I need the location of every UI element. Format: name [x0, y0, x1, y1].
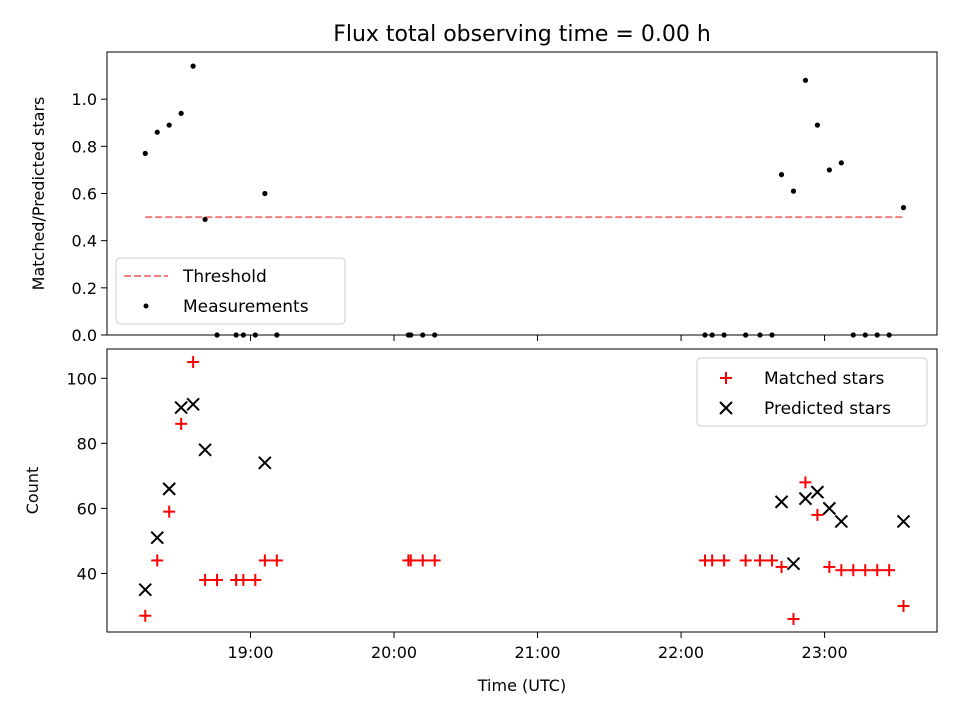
- bottom-x-axis-label: Time (UTC): [477, 676, 566, 695]
- measurement-point: [142, 150, 148, 157]
- matched-stars-point: [799, 476, 812, 489]
- measurement-point: [202, 216, 208, 223]
- bottom-y-tick-label: 80: [77, 434, 97, 453]
- bottom-legend: Matched stars Predicted stars: [696, 357, 928, 427]
- matched-stars-point: [416, 554, 429, 567]
- matched-stars-point: [163, 505, 176, 518]
- matched-stars-point: [187, 356, 200, 369]
- matched-stars-point: [787, 612, 800, 625]
- predicted-stars-point: [186, 397, 200, 412]
- matched-stars-point: [211, 573, 224, 586]
- top-plot-frame: [106, 51, 938, 336]
- predicted-stars-point: [774, 495, 789, 509]
- predicted-stars-point: [258, 456, 272, 470]
- measurement-point: [790, 188, 797, 194]
- legend-predicted-swatch: [719, 401, 733, 415]
- bottom-y-axis: 40 60 80 100: [66, 369, 107, 583]
- measurement-point: [262, 190, 268, 197]
- matched-stars-point: [871, 564, 884, 577]
- matched-stars-point: [139, 609, 152, 622]
- top-panel: Flux total observing time = 0.00 h 0.00.…: [29, 22, 938, 345]
- predicted-stars-point: [798, 491, 813, 506]
- matched-stars-point: [706, 554, 719, 567]
- predicted-stars-point: [822, 501, 837, 516]
- measurement-point: [178, 110, 184, 116]
- matched-stars-point: [249, 573, 262, 586]
- bottom-y-tick-label: 60: [77, 499, 97, 518]
- legend-predicted-label: Predicted stars: [764, 399, 891, 419]
- predicted-stars-point: [162, 482, 176, 496]
- matched-stars-point: [859, 564, 872, 577]
- predicted-stars-point: [150, 530, 164, 545]
- bottom-x-tick-label: 23:00: [802, 643, 848, 662]
- predicted-stars-point: [896, 514, 911, 529]
- bottom-y-axis-label: Count: [23, 467, 42, 515]
- top-y-axis: 0.0 0.2 0.4 0.6 0.8 1.0: [72, 90, 107, 345]
- bottom-y-tick-label: 40: [77, 564, 97, 583]
- matched-stars-point: [258, 554, 271, 567]
- matched-stars-point: [739, 554, 752, 567]
- bottom-x-tick-label: 20:00: [371, 643, 417, 662]
- legend-measurements-swatch: [143, 303, 149, 309]
- matched-stars-point: [823, 560, 836, 573]
- predicted-stars-point: [174, 400, 188, 415]
- measurement-point: [838, 160, 844, 166]
- bottom-y-tick-label: 100: [66, 369, 97, 388]
- predicted-stars-point: [786, 556, 801, 571]
- matched-stars-point: [270, 554, 283, 567]
- bottom-x-tick-label: 22:00: [658, 643, 704, 662]
- measurement-point: [166, 122, 172, 128]
- matched-stars-point: [847, 564, 860, 577]
- top-x-axis: [250, 335, 826, 341]
- matched-stars-point: [428, 554, 441, 567]
- measurement-point: [826, 167, 832, 173]
- measurement-point: [778, 172, 785, 178]
- legend-matched-swatch: [720, 372, 732, 384]
- matched-stars-point: [237, 573, 250, 586]
- matched-stars-point: [151, 554, 164, 567]
- legend-threshold-label: Threshold: [182, 267, 267, 287]
- matched-stars-point: [753, 554, 766, 567]
- measurement-point: [154, 129, 160, 135]
- matched-stars-point: [835, 564, 848, 577]
- predicted-stars-point: [198, 443, 212, 457]
- measurement-point: [900, 205, 907, 211]
- matched-stars-point: [199, 573, 212, 586]
- matched-stars-point: [718, 554, 731, 567]
- matched-stars-point: [775, 560, 788, 573]
- matched-stars-point: [811, 508, 824, 521]
- matched-stars-point: [404, 554, 417, 567]
- legend-matched-label: Matched stars: [764, 369, 884, 389]
- bottom-x-axis: 19:00 20:00 21:00 22:00 23:00: [227, 632, 848, 662]
- matched-stars-point: [765, 554, 778, 567]
- bottom-x-tick-label: 19:00: [227, 643, 273, 662]
- predicted-stars-point: [834, 514, 849, 529]
- top-data-marks: [142, 63, 907, 338]
- top-legend-box: [115, 257, 346, 325]
- top-chart-title: Flux total observing time = 0.00 h: [333, 22, 711, 47]
- top-y-tick-label: 0.0: [72, 326, 97, 345]
- measurement-point: [190, 63, 196, 69]
- bottom-panel: 40 60 80 100 19:00 20:00 21:00 22:00 23:00 Coun…: [23, 348, 938, 695]
- top-y-tick-label: 0.8: [72, 137, 97, 156]
- bottom-data-marks: [138, 356, 911, 625]
- bottom-x-tick-label: 21:00: [514, 643, 560, 662]
- matched-stars-point: [883, 564, 896, 577]
- measurement-point: [802, 77, 809, 83]
- matched-stars-point: [175, 417, 188, 430]
- top-y-tick-label: 0.6: [72, 185, 97, 204]
- predicted-stars-point: [138, 583, 152, 597]
- bottom-legend-box: [696, 357, 928, 427]
- measurement-point: [814, 122, 821, 128]
- bottom-plot-frame: [106, 348, 938, 633]
- legend-measurements-label: Measurements: [183, 297, 309, 317]
- top-legend: Threshold Measurements: [115, 257, 346, 325]
- top-y-tick-label: 0.4: [72, 232, 97, 251]
- matched-stars-point: [897, 599, 910, 612]
- top-y-axis-label: Matched/Predicted stars: [29, 97, 48, 291]
- predicted-stars-point: [810, 485, 825, 499]
- top-y-tick-label: 1.0: [72, 90, 97, 109]
- top-y-tick-label: 0.2: [72, 279, 97, 298]
